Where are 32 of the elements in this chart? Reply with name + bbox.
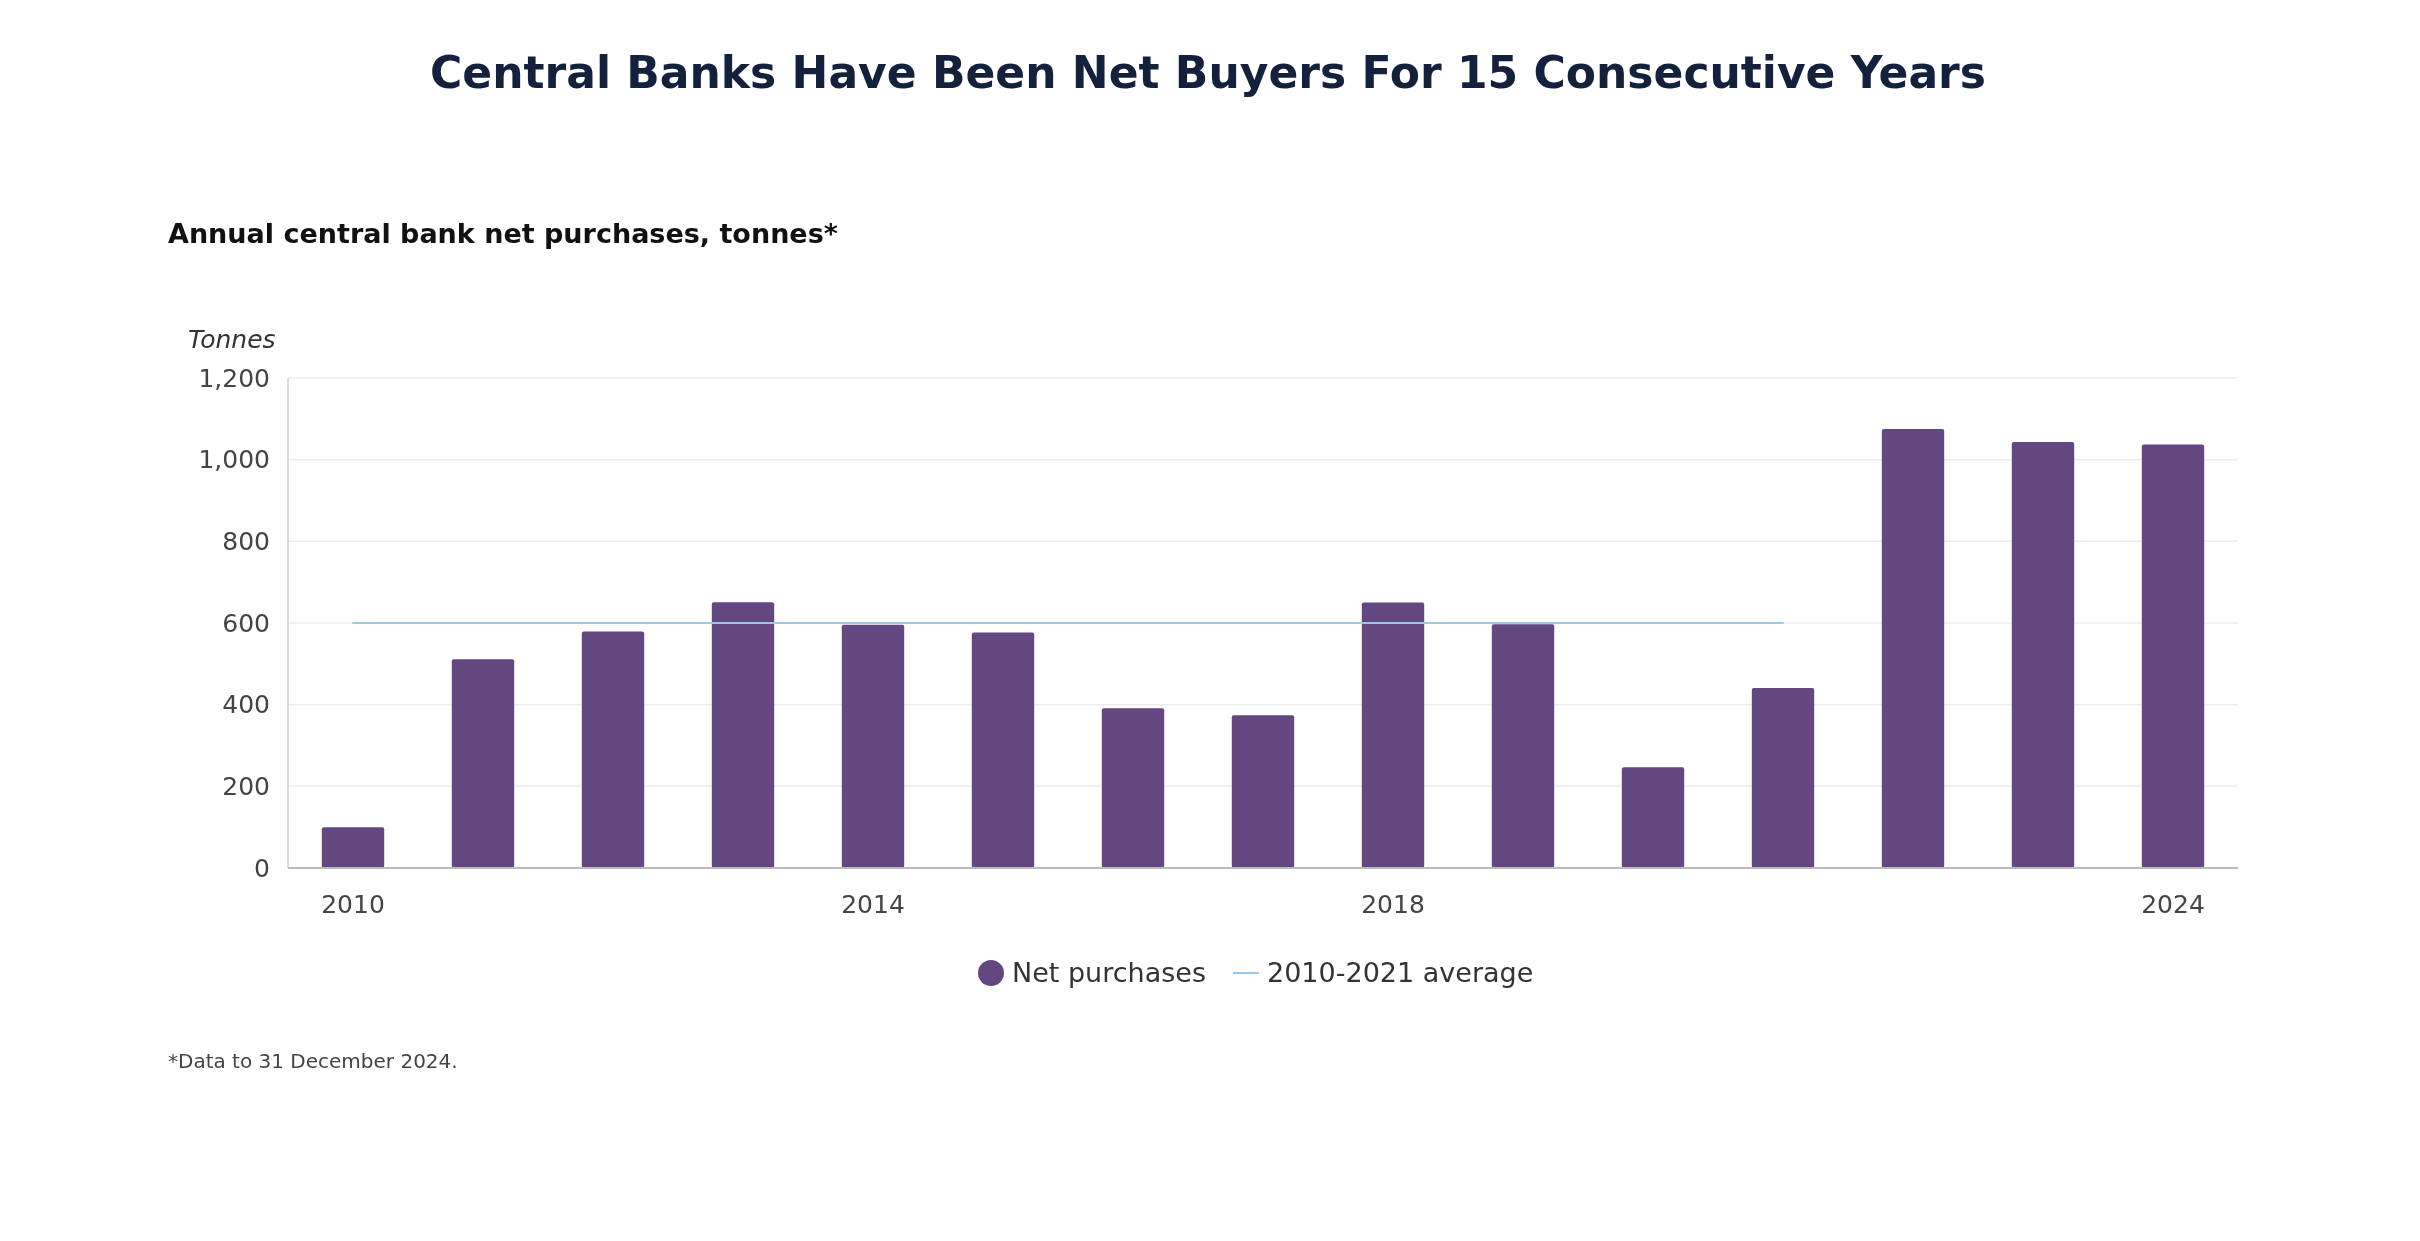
bar [1881,429,1945,868]
y-tick-label: 800 [222,527,270,557]
chart-subtitle: Annual central bank net purchases, tonnes* [168,218,838,249]
x-tick-label: 2024 [2141,890,2205,919]
chart-title: Central Banks Have Been Net Buyers For 15 Consecutive Years [430,47,1986,98]
bar [711,602,775,868]
bar [1621,767,1685,868]
bar [1491,624,1555,868]
y-tick-label: 600 [222,608,270,638]
legend-label: 2010-2021 average [1267,957,1534,989]
bar [841,624,905,868]
x-tick-label: 2018 [1361,890,1425,919]
legend-label: Net purchases [1012,957,1206,989]
y-tick-label: 400 [222,690,270,720]
bar [2141,444,2205,868]
y-tick-label: 1,200 [198,363,270,393]
bar [1751,687,1815,868]
x-tick-label: 2014 [841,890,905,919]
bar [451,659,515,868]
bar [1231,715,1295,868]
bar [1101,708,1165,868]
bar [971,632,1035,868]
x-tick-label: 2010 [321,890,385,919]
y-axis-title: Tonnes [188,325,276,354]
bar [581,631,645,868]
bar [2011,442,2075,868]
bar [1361,602,1425,868]
y-tick-label: 1,000 [198,445,270,475]
text: *Data to 31 December 2024. [168,1049,458,1073]
y-tick-label: 0 [254,853,270,883]
bar [321,827,385,868]
y-tick-label: 200 [222,772,270,802]
